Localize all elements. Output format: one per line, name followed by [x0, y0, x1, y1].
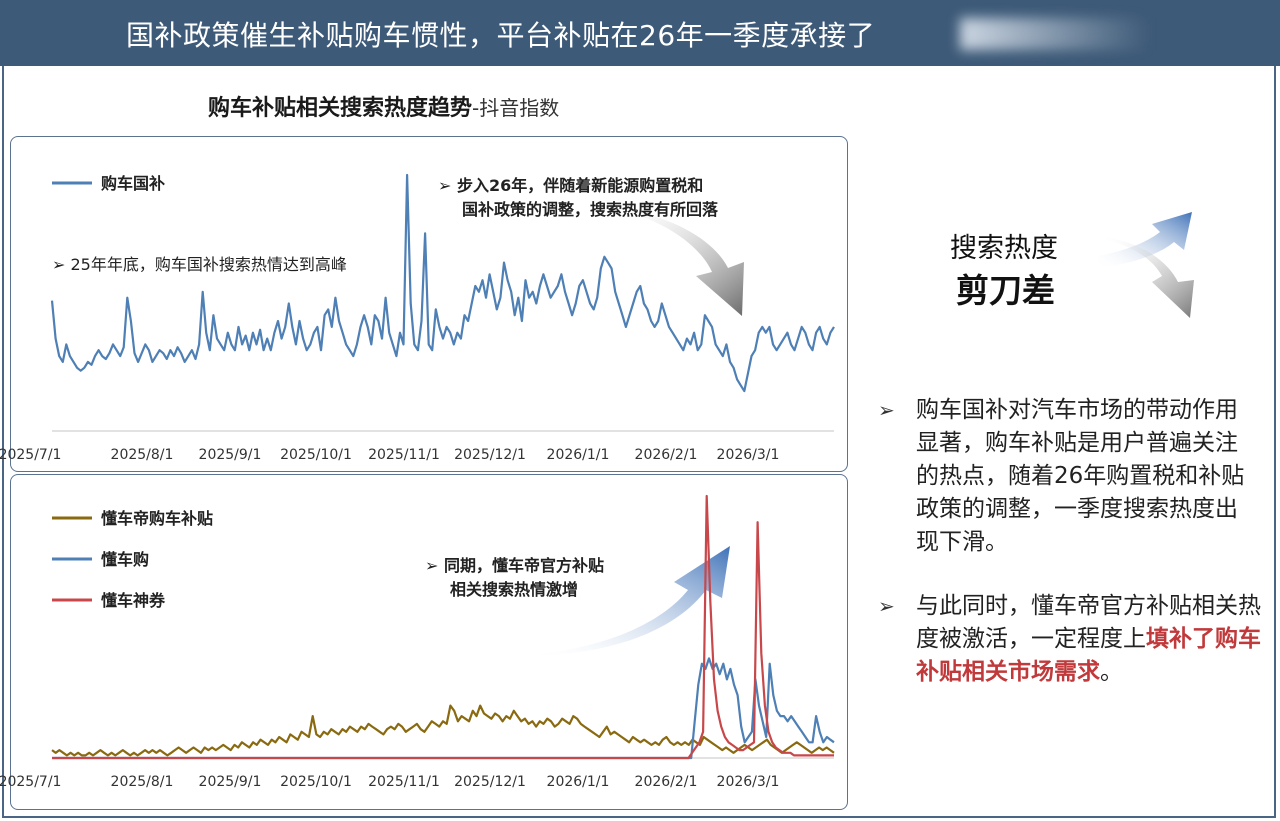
- x-tick-label: 2025/9/1: [199, 774, 262, 790]
- chart-title-main: 购车补贴相关搜索热度趋势: [208, 96, 473, 121]
- bullet-platform-highlight: 填补了购车补贴相关市场需求: [916, 626, 1261, 685]
- bullet-platform-end: 。: [1100, 659, 1123, 685]
- x-tick-label: 2025/7/1: [0, 447, 61, 463]
- annotation-text: ➢ 25年年底，购车国补搜索热情达到高峰: [52, 255, 347, 274]
- legend-label: 懂车神券: [100, 591, 166, 610]
- scissor-label-line2: 剪刀差: [956, 271, 1055, 310]
- legend-label: 懂车购: [100, 550, 149, 569]
- x-tick-label: 2025/9/1: [199, 447, 262, 463]
- blurred-title-end: [960, 18, 1150, 50]
- bullet-platform: ➢ 与此同时，懂车帝官方补贴相关热度被激活，一定程度上填补了购车补贴相关市场需求…: [878, 590, 1261, 689]
- x-tick-label: 2025/12/1: [454, 447, 526, 463]
- bullet-policy: ➢ 购车国补对汽车市场的带动作用显著，购车补贴是用户普遍关注的热点，随着26年购…: [878, 394, 1256, 559]
- header-title: 国补政策催生补贴购车惯性，平台补贴在26年一季度承接了: [126, 19, 876, 52]
- x-tick-label: 2026/1/1: [547, 447, 610, 463]
- bullet-platform-text: 与此同时，懂车帝官方补贴相关热度被激活，一定程度上: [916, 593, 1261, 652]
- scissor-label-line1: 搜索热度: [950, 233, 1058, 264]
- x-tick-label: 2026/3/1: [717, 447, 780, 463]
- annotation-text: 国补政策的调整，搜索热度有所回落: [462, 200, 719, 219]
- x-tick-label: 2026/2/1: [635, 774, 698, 790]
- series-line-0-0: [50, 173, 835, 393]
- annotation-text: ➢ 步入26年，伴随着新能源购置税和: [438, 176, 703, 195]
- bullet-policy-text: 购车国补对汽车市场的带动作用显著，购车补贴是用户普遍关注的热点，随着26年购置税…: [916, 397, 1245, 555]
- hollow-arrow-icon: ➢: [878, 594, 895, 618]
- chart-bottom: 2025/7/1 2025/8/1 2025/9/1 2025/10/1 2025/11…: [0, 494, 835, 790]
- trend-up-arrow-bottom: [520, 546, 730, 656]
- arrow-down-right-icon: [1098, 236, 1194, 318]
- series-line-1-2: [52, 494, 834, 760]
- annotation-text: ➢ 同期，懂车帝官方补贴: [425, 556, 604, 575]
- x-tick-label: 2025/8/1: [111, 774, 174, 790]
- header-bar: 国补政策催生补贴购车惯性，平台补贴在26年一季度承接了: [0, 0, 1280, 66]
- annotation-text: 相关搜索热情激增: [450, 580, 578, 599]
- x-tick-label: 2025/12/1: [454, 774, 526, 790]
- legend-label: 懂车帝购车补贴: [100, 509, 213, 528]
- legend-label: 购车国补: [101, 174, 165, 193]
- x-tick-label: 2025/11/1: [368, 447, 440, 463]
- chart-title-sub: -抖音指数: [472, 96, 560, 120]
- chart-title: 购车补贴相关搜索热度趋势-抖音指数: [208, 90, 559, 122]
- x-tick-label: 2026/1/1: [547, 774, 610, 790]
- x-tick-label: 2025/8/1: [111, 447, 174, 463]
- chart-panel-top: [10, 136, 848, 472]
- hollow-arrow-icon: ➢: [878, 398, 895, 422]
- series-line-1-0: [51, 704, 835, 757]
- x-tick-label: 2025/11/1: [368, 774, 440, 790]
- chart-top: 2025/7/1 2025/8/1 2025/9/1 2025/10/1 2025/11…: [0, 173, 835, 463]
- x-tick-label: 2025/7/1: [0, 774, 61, 790]
- content-frame: [2, 66, 1276, 818]
- x-tick-label: 2025/10/1: [280, 447, 352, 463]
- x-tick-label: 2026/2/1: [635, 447, 698, 463]
- x-tick-label: 2026/3/1: [717, 774, 780, 790]
- trend-down-arrow-top: [600, 206, 744, 316]
- x-tick-label: 2025/10/1: [280, 774, 352, 790]
- arrow-up-right-icon: [1098, 212, 1192, 268]
